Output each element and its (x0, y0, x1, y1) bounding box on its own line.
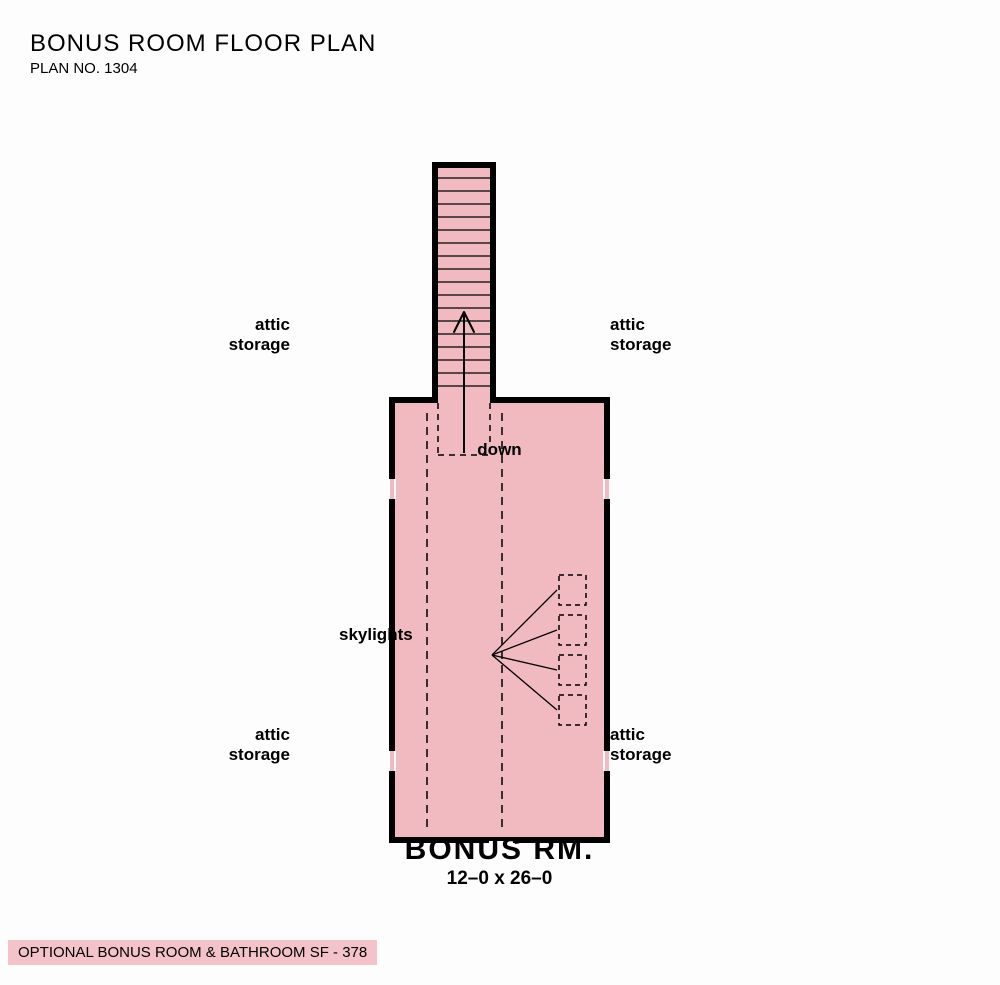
door-notch-left-bottom (390, 751, 394, 771)
wall-left (389, 397, 395, 843)
door-notch-right-top (605, 479, 609, 499)
bonus-room-fill (392, 400, 607, 840)
plan-number: PLAN NO. 1304 (30, 60, 376, 77)
title-block: BONUS ROOM FLOOR PLAN PLAN NO. 1304 (30, 30, 376, 77)
wall-top-right (493, 397, 610, 403)
floor-plan-svg (297, 140, 702, 890)
stair-wall-right (490, 162, 496, 403)
door-notch-right-bottom (605, 751, 609, 771)
wall-top-left (389, 397, 435, 403)
attic-storage-label-top-left: attic storage (220, 315, 290, 354)
door-notch-left-top (390, 479, 394, 499)
page-title: BONUS ROOM FLOOR PLAN (30, 30, 376, 58)
stair-wall-top (432, 162, 496, 168)
stair-wall-left (432, 162, 438, 403)
floor-plan-diagram: down skylights BONUS RM. 12–0 x 26–0 (297, 140, 702, 890)
stair-down-label: down (297, 440, 702, 460)
room-dimensions-label: 12–0 x 26–0 (297, 868, 702, 890)
footer-square-footage: OPTIONAL BONUS ROOM & BATHROOM SF - 378 (8, 940, 377, 965)
room-name-label: BONUS RM. (297, 833, 702, 867)
wall-right (604, 397, 610, 843)
skylights-label: skylights (339, 625, 413, 645)
attic-storage-label-bottom-left: attic storage (220, 725, 290, 764)
